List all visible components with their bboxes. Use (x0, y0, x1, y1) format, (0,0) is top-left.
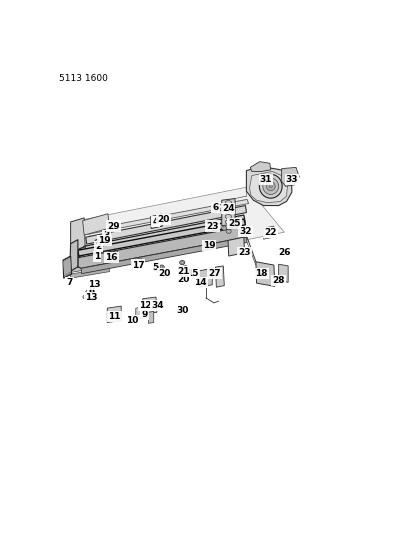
Polygon shape (250, 161, 271, 172)
Ellipse shape (203, 245, 209, 249)
Ellipse shape (259, 174, 282, 198)
Text: 24: 24 (222, 204, 234, 213)
Polygon shape (63, 256, 71, 278)
Text: 8: 8 (89, 286, 95, 295)
Polygon shape (151, 214, 162, 229)
Text: 13: 13 (85, 293, 98, 302)
Text: 16: 16 (105, 253, 118, 262)
Text: 17: 17 (132, 261, 144, 270)
Polygon shape (199, 268, 212, 287)
Text: 23: 23 (206, 222, 219, 231)
Text: 29: 29 (107, 222, 120, 231)
Polygon shape (250, 172, 288, 203)
Text: 18: 18 (255, 269, 268, 278)
Polygon shape (279, 264, 288, 282)
Polygon shape (256, 262, 275, 286)
Ellipse shape (269, 184, 273, 188)
Text: 9: 9 (141, 310, 147, 319)
Text: 22: 22 (264, 228, 277, 237)
Polygon shape (70, 240, 78, 271)
Polygon shape (264, 226, 274, 239)
Polygon shape (179, 265, 187, 275)
Text: 26: 26 (278, 248, 290, 257)
Text: 30: 30 (176, 306, 188, 314)
Polygon shape (78, 246, 85, 257)
Ellipse shape (263, 178, 279, 195)
Text: 20: 20 (157, 215, 169, 224)
Text: 11: 11 (108, 312, 120, 321)
Polygon shape (107, 306, 121, 322)
Text: 6: 6 (212, 203, 219, 212)
Ellipse shape (226, 229, 231, 233)
Ellipse shape (159, 265, 164, 269)
Text: 5: 5 (152, 263, 158, 272)
Text: 25: 25 (228, 219, 241, 228)
Ellipse shape (180, 261, 185, 265)
Polygon shape (71, 218, 85, 253)
Polygon shape (109, 251, 118, 262)
Text: 28: 28 (273, 276, 285, 285)
Text: 7: 7 (66, 278, 73, 287)
Text: 15: 15 (186, 269, 199, 278)
Polygon shape (215, 266, 224, 287)
Ellipse shape (83, 295, 87, 299)
Polygon shape (86, 206, 246, 244)
Polygon shape (228, 237, 244, 256)
Ellipse shape (95, 239, 101, 244)
Text: 20: 20 (158, 269, 171, 278)
Polygon shape (132, 258, 142, 270)
Polygon shape (84, 199, 248, 235)
Ellipse shape (266, 182, 275, 191)
Polygon shape (78, 227, 246, 268)
Polygon shape (143, 297, 157, 314)
Text: 34: 34 (151, 301, 164, 310)
Text: 12: 12 (139, 301, 151, 310)
Ellipse shape (96, 240, 99, 243)
Text: 27: 27 (208, 269, 221, 278)
Text: 33: 33 (286, 175, 298, 184)
Polygon shape (222, 199, 235, 225)
Text: 23: 23 (238, 248, 251, 257)
Polygon shape (246, 166, 292, 206)
Polygon shape (149, 311, 154, 324)
Polygon shape (281, 167, 299, 186)
Polygon shape (81, 237, 247, 273)
Polygon shape (136, 307, 143, 320)
Polygon shape (82, 214, 109, 235)
Text: 20: 20 (177, 275, 189, 284)
Text: 32: 32 (239, 227, 252, 236)
Text: 2: 2 (95, 242, 102, 251)
Polygon shape (84, 215, 245, 253)
Text: 21: 21 (177, 266, 189, 276)
Ellipse shape (86, 290, 91, 294)
Polygon shape (78, 187, 284, 266)
Polygon shape (71, 268, 109, 278)
Text: 5113 1600: 5113 1600 (59, 74, 108, 83)
Text: 19: 19 (98, 236, 111, 245)
Polygon shape (153, 263, 160, 271)
Text: 31: 31 (260, 175, 272, 184)
Polygon shape (64, 258, 71, 275)
Text: 13: 13 (89, 280, 101, 289)
Text: 14: 14 (194, 278, 206, 287)
Polygon shape (78, 219, 246, 256)
Polygon shape (71, 262, 109, 272)
Text: 4: 4 (152, 216, 159, 225)
Text: 19: 19 (203, 241, 215, 250)
Text: 1: 1 (94, 252, 100, 261)
Text: 3: 3 (103, 231, 109, 240)
Ellipse shape (222, 226, 227, 230)
Text: 10: 10 (126, 317, 139, 325)
